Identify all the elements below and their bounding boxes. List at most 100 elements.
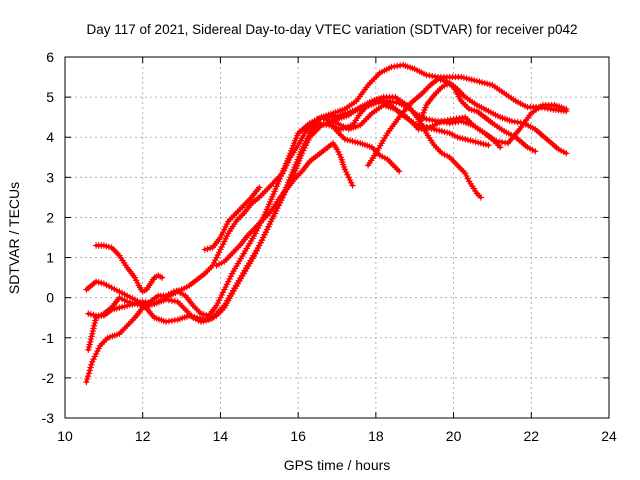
data-point-marker — [256, 184, 263, 191]
data-point-marker — [269, 215, 276, 222]
y-tick-label: -3 — [42, 410, 55, 426]
data-point-marker — [423, 71, 430, 79]
data-point-marker — [158, 274, 166, 281]
data-point-marker — [91, 319, 98, 327]
data-point-marker — [300, 147, 307, 154]
data-point-marker — [89, 330, 96, 337]
data-point-marker — [219, 241, 227, 248]
x-tick-label: 14 — [213, 428, 229, 444]
y-tick-labels: -3 -2 -1 0 1 2 3 4 5 6 — [42, 49, 55, 426]
data-point-marker — [304, 139, 311, 146]
x-tick-label: 10 — [57, 428, 73, 444]
x-tick-label: 18 — [368, 428, 384, 444]
data-point-marker — [256, 242, 263, 249]
data-point-marker — [418, 114, 425, 122]
series-track-10 — [415, 79, 570, 157]
data-point-marker — [563, 105, 570, 113]
data-point-marker — [341, 166, 348, 173]
data-point-marker — [298, 150, 306, 157]
data-point-marker — [219, 229, 227, 236]
data-point-marker — [214, 299, 221, 307]
data-point-marker — [274, 204, 281, 212]
y-tick-label: 5 — [46, 89, 54, 105]
y-tick-label: -1 — [42, 330, 55, 346]
y-tick-label: 4 — [46, 129, 54, 145]
chart-title: Day 117 of 2021, Sidereal Day-to-day VTE… — [87, 22, 578, 37]
series-line — [214, 141, 355, 268]
x-tick-label: 20 — [446, 428, 462, 444]
data-point-marker — [262, 208, 269, 216]
y-tick-label: 3 — [46, 169, 54, 185]
data-point-marker — [86, 341, 93, 348]
data-point-marker — [477, 194, 484, 201]
data-point-marker — [342, 168, 350, 176]
data-point-marker — [263, 226, 271, 233]
data-point-marker — [84, 373, 92, 380]
axis-ticks — [64, 56, 610, 419]
data-point-marker — [214, 251, 221, 259]
data-point-marker — [222, 283, 229, 291]
data-point-marker — [283, 162, 290, 169]
x-tick-labels: 10 12 14 16 18 20 22 24 — [57, 428, 617, 444]
data-point-marker — [222, 223, 229, 230]
data-point-marker — [305, 136, 312, 144]
data-point-marker — [133, 277, 140, 284]
data-point-marker — [497, 144, 504, 151]
series-track-6 — [201, 184, 263, 253]
data-point-marker — [253, 227, 260, 234]
data-point-marker — [88, 361, 95, 368]
data-point-marker — [563, 150, 570, 157]
y-tick-label: 0 — [46, 290, 54, 306]
data-point-marker — [213, 254, 220, 261]
data-point-marker — [221, 226, 228, 233]
data-point-marker — [396, 168, 403, 175]
data-point-marker — [91, 353, 98, 360]
data-point-marker — [215, 249, 223, 256]
data-point-marker — [219, 289, 227, 296]
data-point-marker — [345, 174, 352, 181]
series-layer — [83, 61, 570, 386]
data-point-marker — [213, 302, 220, 309]
data-point-marker — [221, 238, 228, 245]
data-point-marker — [462, 170, 469, 177]
data-point-marker — [532, 148, 539, 155]
data-point-marker — [267, 218, 275, 225]
data-point-marker — [84, 375, 91, 383]
data-point-marker — [92, 350, 100, 357]
data-point-marker — [90, 356, 97, 363]
data-point-marker — [223, 281, 231, 288]
x-tick-label: 16 — [290, 428, 306, 444]
series-track-5 — [92, 242, 166, 295]
data-point-marker — [95, 345, 102, 352]
data-point-marker — [262, 229, 269, 236]
series-track-4 — [85, 114, 403, 319]
data-point-marker — [270, 212, 277, 220]
data-point-marker — [336, 151, 343, 158]
data-point-marker — [85, 346, 92, 353]
x-tick-label: 22 — [523, 428, 539, 444]
data-point-marker — [485, 142, 492, 149]
data-point-marker — [89, 327, 96, 335]
y-tick-label: -2 — [42, 370, 55, 386]
data-point-marker — [85, 370, 93, 377]
y-axis-label: SDTVAR / TECUs — [6, 182, 22, 294]
x-tick-label: 24 — [601, 428, 617, 444]
data-point-marker — [346, 176, 354, 184]
data-point-marker — [217, 294, 224, 301]
data-point-marker — [218, 291, 225, 299]
y-tick-label: 1 — [46, 250, 54, 266]
data-point-marker — [131, 274, 139, 281]
data-point-marker — [252, 230, 259, 237]
grid — [65, 57, 609, 418]
data-point-marker — [92, 317, 99, 324]
data-point-marker — [335, 148, 342, 156]
data-point-marker — [225, 278, 232, 285]
data-point-marker — [223, 233, 231, 240]
data-point-marker — [282, 164, 289, 172]
data-point-marker — [463, 172, 470, 180]
data-point-marker — [87, 364, 94, 371]
y-tick-label: 2 — [46, 209, 54, 225]
data-point-marker — [218, 243, 225, 251]
